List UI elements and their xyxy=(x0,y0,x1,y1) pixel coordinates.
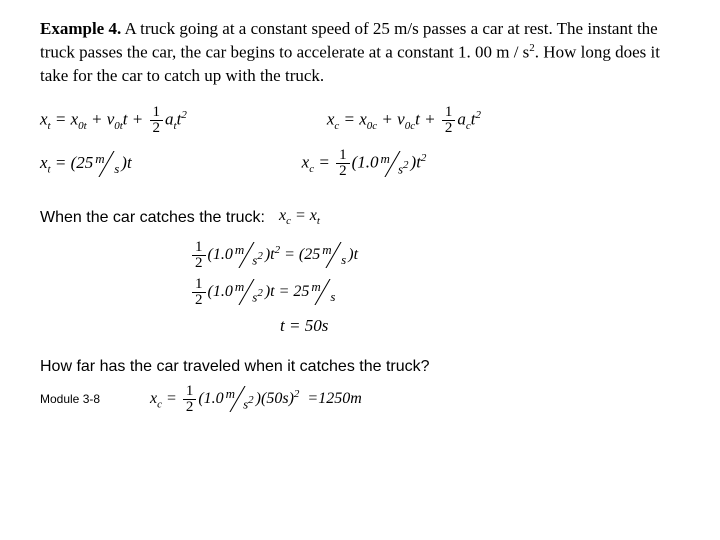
followup-question: How far has the car traveled when it cat… xyxy=(40,358,680,376)
page-container: Example 4. A truck going at a constant s… xyxy=(0,0,720,425)
car-general-equation: xc = x0c + v0ct + 12act2 xyxy=(327,105,481,136)
truck-simplified-equation: xt = (25ms)t xyxy=(40,153,132,175)
solve-step-2: 12(1.0ms2)t = 25ms xyxy=(190,277,680,308)
problem-statement: Example 4. A truck going at a constant s… xyxy=(40,18,680,87)
time-result: t = 50s xyxy=(280,316,680,336)
truck-general-equation: xt = x0t + v0tt + 12att2 xyxy=(40,105,187,136)
catch-condition-row: When the car catches the truck: xc = xt xyxy=(40,207,320,227)
solving-equations: 12(1.0ms2)t2 = (25ms)t 12(1.0ms2)t = 25m… xyxy=(190,240,680,308)
catch-condition-label: When the car catches the truck: xyxy=(40,209,265,227)
example-label: Example 4. xyxy=(40,19,121,38)
car-simplified-equation: xc = 12(1.0ms2)t2 xyxy=(302,148,427,179)
catch-condition-equation: xc = xt xyxy=(279,207,320,227)
general-equations-row: xt = x0t + v0tt + 12att2 xc = x0c + v0ct… xyxy=(40,105,680,136)
final-row: Module 3-8 xc = 12(1.0ms2)(50s)2 =1250m xyxy=(40,384,680,415)
module-label: Module 3-8 xyxy=(40,392,100,406)
final-distance-equation: xc = 12(1.0ms2)(50s)2 =1250m xyxy=(150,384,362,415)
simplified-equations-row: xt = (25ms)t xc = 12(1.0ms2)t2 xyxy=(40,148,680,179)
solve-step-1: 12(1.0ms2)t2 = (25ms)t xyxy=(190,240,680,271)
